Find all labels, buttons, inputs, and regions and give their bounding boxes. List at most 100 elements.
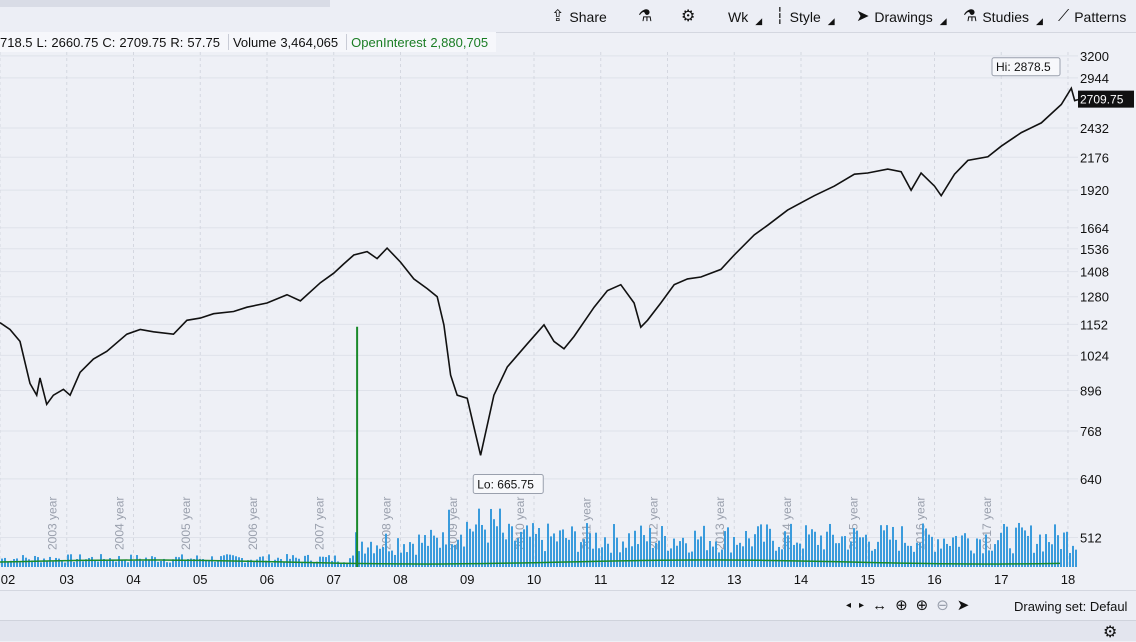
settings-button[interactable]: ⚙ [681, 6, 695, 28]
cursor-arrow-icon: ➤ [856, 8, 870, 25]
volume-bar [133, 560, 135, 567]
volume-bar [481, 524, 483, 567]
volume-bar [436, 537, 438, 567]
x-tick-label: 13 [727, 572, 741, 587]
scroll-right-icon[interactable]: ▸ [859, 599, 865, 611]
volume-bar [205, 560, 207, 567]
style-label: Style [789, 9, 821, 25]
volume-bar [847, 549, 849, 567]
volume-bar [958, 546, 960, 567]
volume-bar [592, 548, 594, 567]
volume-bar [454, 544, 456, 567]
drawings-dropdown[interactable]: ➤ Drawings ◢ [856, 6, 947, 28]
gear-icon[interactable]: ⚙ [1103, 624, 1118, 641]
volume-bar [796, 542, 798, 567]
volume-bar [862, 537, 864, 567]
volume-bar [466, 521, 468, 567]
volume-bar [487, 542, 489, 567]
volume-bar [904, 542, 906, 567]
volume-bar [658, 540, 660, 567]
volume-bar [430, 529, 432, 567]
volume-bar [565, 538, 567, 567]
volume-bar [559, 530, 561, 567]
volume-bar [1003, 523, 1005, 567]
volume-bar [832, 534, 834, 567]
volume-bar [628, 533, 630, 567]
zoom-in-icon[interactable]: ⊕ [915, 597, 929, 614]
volume-bar [1072, 545, 1074, 567]
volume-bar [187, 559, 189, 567]
volume-bar [595, 532, 597, 567]
volume-bar [37, 557, 39, 567]
volume-bar [988, 550, 990, 567]
volume-bar [880, 525, 882, 567]
volume-bar [241, 558, 243, 567]
x-tick-label: 14 [794, 572, 808, 587]
volume-bar [475, 524, 477, 567]
scroll-left-icon[interactable]: ◂ [846, 599, 852, 611]
volume-bar [136, 555, 138, 567]
volume-bar [676, 545, 678, 567]
caret-icon: ◢ [939, 15, 947, 26]
volume-bar [1060, 549, 1062, 567]
x-tick-label: 10 [527, 572, 541, 587]
volume-bar [1, 558, 3, 567]
lab-button[interactable]: ⚗ [638, 6, 652, 28]
zoom-out-icon[interactable]: ⊖ [936, 597, 949, 614]
volume-bar [763, 541, 765, 567]
volume-bar [841, 536, 843, 567]
volume-bar [820, 535, 822, 567]
volume-label: Volume [232, 34, 277, 50]
volume-bar [1000, 532, 1002, 567]
volume-bar [220, 556, 222, 567]
volume-bar [532, 523, 534, 567]
crosshair-icon[interactable]: ⊕ [895, 597, 908, 614]
volume-value: 3,464,065 [280, 34, 339, 50]
volume-bar [577, 551, 579, 567]
hi-label: Hi: 2878.5 [996, 60, 1051, 74]
volume-bar [301, 561, 303, 567]
open-interest-label: OpenInterest [351, 34, 427, 50]
volume-bar [814, 531, 816, 567]
volume-bar [25, 557, 27, 567]
y-tick-label: 2432 [1080, 121, 1109, 136]
volume-bar [715, 541, 717, 567]
x-tick-label: 02 [1, 572, 15, 587]
volume-bar [943, 538, 945, 567]
volume-bar [40, 562, 42, 567]
fit-width-icon[interactable]: ↔ [872, 596, 888, 614]
y-tick-label: 1408 [1080, 265, 1109, 280]
volume-bar [208, 560, 210, 567]
pointer-icon[interactable]: ➤ [956, 597, 970, 614]
volume-bar [835, 543, 837, 567]
volume-bar [124, 559, 126, 567]
volume-bar [412, 543, 414, 567]
year-label: 2007 year [313, 497, 327, 550]
volume-bar [616, 537, 618, 567]
share-icon: ⇪ [551, 8, 565, 25]
volume-bar [889, 539, 891, 567]
open-value: 718.5 [0, 34, 33, 50]
volume-bar [637, 544, 639, 567]
volume-bar [946, 543, 948, 567]
quote-strip: 718.5 L: 2660.75 C: 2709.75 R: 57.75 Vol… [0, 32, 497, 52]
y-tick-label: 2944 [1080, 71, 1109, 86]
volume-bar [319, 556, 321, 567]
bottom-toolbar: ◂ ▸ ↔ ⊕ ⊕ ⊖ ➤ Drawing set: Defaul [0, 590, 1136, 621]
volume-bar [139, 558, 141, 567]
drawing-set-selector[interactable]: Drawing set: Defaul [1014, 599, 1128, 614]
volume-bar [16, 558, 18, 567]
studies-dropdown[interactable]: ⚗ Studies ◢ [963, 6, 1043, 28]
volume-bar [286, 554, 288, 567]
volume-bar [961, 535, 963, 567]
style-dropdown[interactable]: ┆ Style ◢ [775, 6, 835, 28]
share-button[interactable]: ⇪ Share [551, 6, 607, 28]
volume-bar [373, 553, 375, 567]
volume-bar [541, 539, 543, 567]
interval-dropdown[interactable]: Wk ◢ [728, 6, 762, 28]
volume-bar [1015, 527, 1017, 567]
patterns-dropdown[interactable]: ⟋ Patterns [1058, 6, 1126, 28]
volume-bar [886, 525, 888, 567]
volume-bar [82, 561, 84, 567]
